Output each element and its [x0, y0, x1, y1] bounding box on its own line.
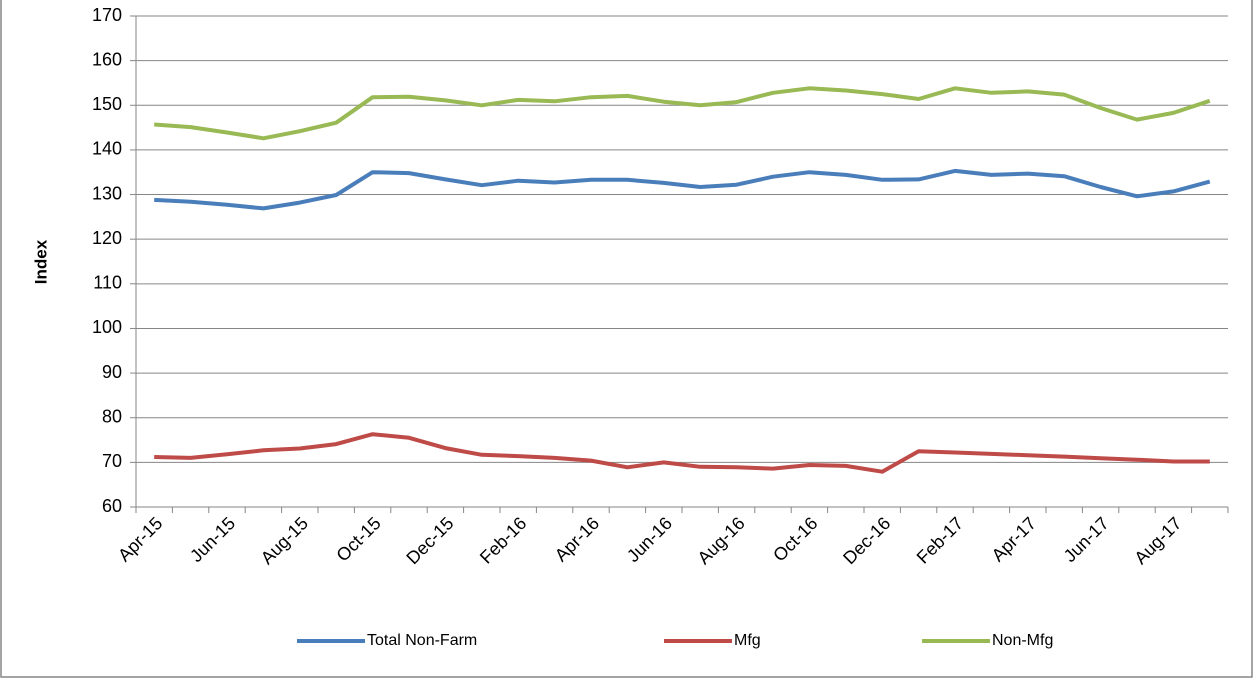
legend-label: Mfg	[734, 632, 761, 649]
y-tick-label: 140	[92, 139, 122, 159]
legend: Total Non-Farm Mfg Non-Mfg	[297, 632, 1053, 649]
y-tick-label: 150	[92, 94, 122, 114]
series-line	[154, 86, 1211, 141]
y-tick-label: 120	[92, 228, 122, 248]
y-tick-label: 170	[92, 5, 122, 25]
y-tick-label: 80	[102, 406, 122, 426]
series-line	[154, 432, 1210, 474]
y-tick-label: 100	[92, 317, 122, 337]
legend-label: Total Non-Farm	[367, 632, 477, 649]
y-tick-label: 70	[102, 451, 122, 471]
y-tick-label: 130	[92, 183, 122, 203]
y-tick-label: 60	[102, 496, 122, 516]
y-tick-label: 90	[102, 362, 122, 382]
y-axis-label: Index	[31, 239, 50, 284]
legend-label: Non-Mfg	[992, 632, 1053, 649]
series-line	[154, 168, 1211, 211]
y-tick-label: 110	[93, 273, 122, 293]
y-tick-label: 160	[92, 49, 122, 69]
